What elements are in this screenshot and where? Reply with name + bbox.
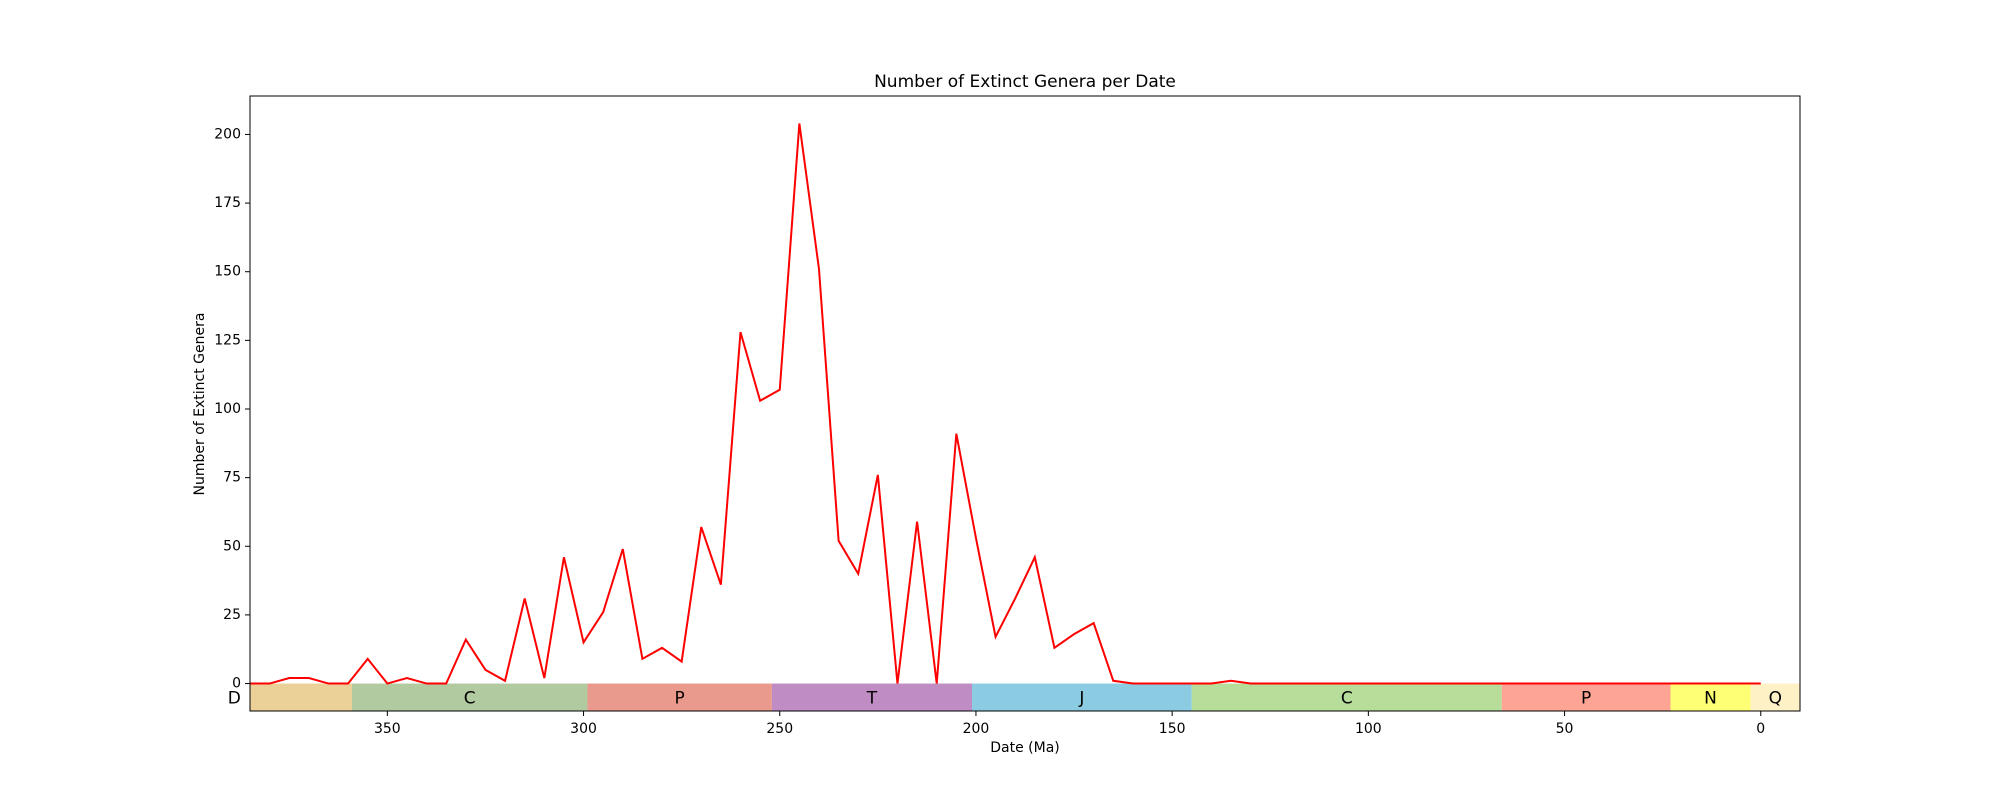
- y-tick-label: 0: [232, 676, 241, 692]
- x-axis-label: Date (Ma): [990, 740, 1060, 756]
- axes-frame: [249, 95, 1801, 712]
- x-tick-label: 350: [374, 721, 401, 737]
- y-tick-label: 125: [214, 332, 241, 348]
- period-band: [1191, 683, 1502, 711]
- period-label: Q: [1769, 688, 1782, 708]
- y-tick-label: 200: [214, 126, 241, 142]
- period-band: [1750, 683, 1800, 711]
- y-tick-label: 175: [214, 195, 241, 211]
- period-label: P: [675, 688, 685, 708]
- period-band: [771, 683, 973, 711]
- period-band: [250, 683, 353, 711]
- x-tick-label: 200: [963, 721, 990, 737]
- y-tick-label: 150: [214, 264, 241, 280]
- period-label: P: [1581, 688, 1591, 708]
- period-label: C: [1341, 688, 1353, 708]
- period-label: N: [1704, 688, 1717, 708]
- period-label: T: [866, 688, 878, 708]
- period-band: [587, 683, 772, 711]
- period-band: [1501, 683, 1671, 711]
- data-line: [250, 123, 1761, 685]
- y-tick-label: 25: [223, 607, 241, 623]
- y-tick-label: 100: [214, 401, 241, 417]
- y-tick-label: 75: [223, 470, 241, 486]
- x-tick-label: 250: [766, 721, 793, 737]
- period-band: [972, 683, 1192, 711]
- period-label: C: [464, 688, 476, 708]
- period-label: D: [228, 688, 241, 708]
- chart-title: Number of Extinct Genera per Date: [874, 72, 1176, 92]
- period-label: J: [1078, 688, 1084, 708]
- x-tick-label: 300: [570, 721, 597, 737]
- period-band: [1670, 683, 1751, 711]
- plot-area: [250, 123, 1800, 711]
- x-tick-label: 150: [1159, 721, 1186, 737]
- y-axis-label: Number of Extinct Genera: [192, 313, 208, 496]
- y-tick-label: 50: [223, 538, 241, 554]
- x-tick-label: 100: [1355, 721, 1382, 737]
- period-band: [352, 683, 588, 711]
- x-tick-label: 50: [1556, 721, 1574, 737]
- x-tick-label: 0: [1756, 721, 1765, 737]
